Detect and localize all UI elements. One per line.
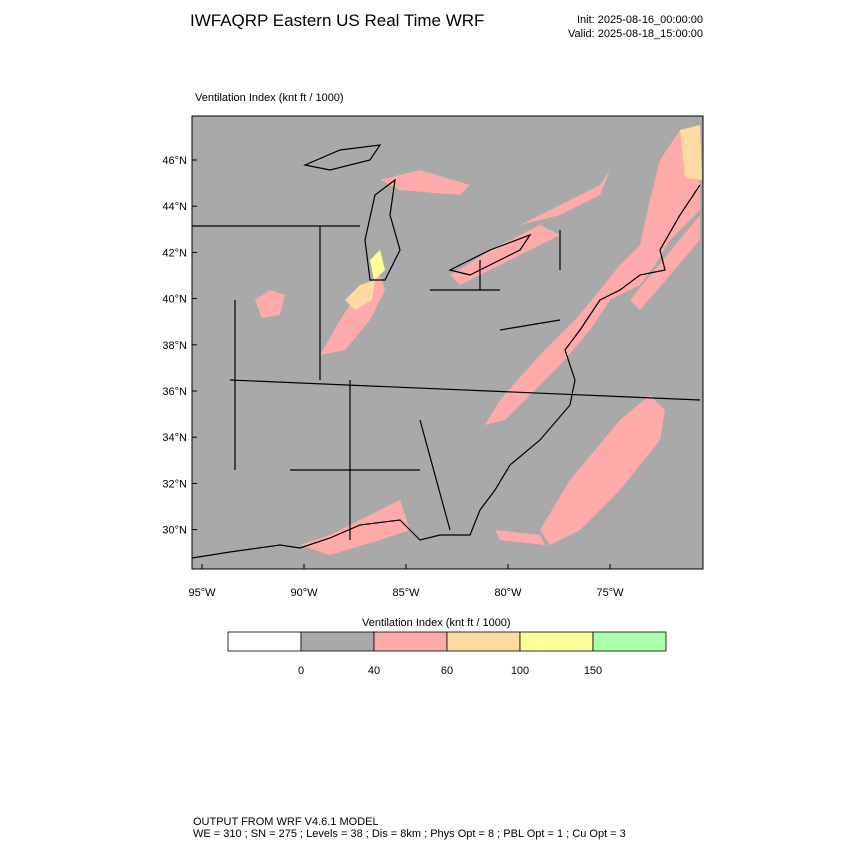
pink-area bbox=[380, 170, 470, 195]
lon-label: 80°W bbox=[494, 587, 522, 599]
lon-label: 75°W bbox=[596, 587, 624, 599]
lon-label: 85°W bbox=[392, 587, 420, 599]
pink-area bbox=[495, 530, 545, 545]
lon-label: 90°W bbox=[290, 587, 318, 599]
map-frame bbox=[191, 115, 704, 570]
valid-time: Valid: 2025-08-18_15:00:00 bbox=[568, 28, 703, 40]
colorbar-box bbox=[446, 631, 521, 652]
init-time: Init: 2025-08-16_00:00:00 bbox=[577, 14, 703, 26]
lat-label: 42°N bbox=[162, 247, 187, 259]
state-lines bbox=[192, 225, 701, 540]
lake-michigan bbox=[364, 178, 401, 281]
footer-line: OUTPUT FROM WRF V4.6.1 MODEL bbox=[193, 816, 379, 828]
pink-area bbox=[485, 130, 700, 425]
peach-area bbox=[345, 280, 375, 310]
colorbar-box bbox=[227, 631, 302, 652]
colorbar-label: 0 bbox=[298, 665, 304, 677]
pink-area bbox=[450, 225, 560, 285]
map bbox=[191, 115, 704, 570]
pink-area bbox=[520, 170, 610, 225]
boundaries bbox=[191, 144, 701, 559]
colorbar-box bbox=[373, 631, 448, 652]
lon-label: 95°W bbox=[188, 587, 216, 599]
lat-label: 30°N bbox=[162, 525, 187, 537]
title: IWFAQRP Eastern US Real Time WRF bbox=[190, 11, 484, 30]
colorbar-box bbox=[300, 631, 375, 652]
coastline bbox=[191, 184, 701, 559]
lat-label: 34°N bbox=[162, 432, 187, 444]
colorbar-box bbox=[592, 631, 667, 652]
lat-label: 44°N bbox=[162, 201, 187, 213]
pink-area bbox=[540, 395, 665, 545]
colorbar-title: Ventilation Index (knt ft / 1000) bbox=[362, 617, 511, 629]
colorbar-label: 40 bbox=[368, 665, 380, 677]
lake-superior bbox=[302, 144, 382, 171]
lake-erie bbox=[448, 233, 532, 276]
lat-label: 40°N bbox=[162, 294, 187, 306]
lat-label: 36°N bbox=[162, 386, 187, 398]
lat-label: 38°N bbox=[162, 340, 187, 352]
field-label: Ventilation Index (knt ft / 1000) bbox=[195, 92, 344, 104]
colorbar-label: 150 bbox=[584, 665, 602, 677]
colorbar-label: 100 bbox=[511, 665, 529, 677]
peach-area bbox=[680, 125, 702, 180]
lat-label: 46°N bbox=[162, 155, 187, 167]
colorbar-box bbox=[519, 631, 594, 652]
colorbar-label: 60 bbox=[441, 665, 453, 677]
pink-area bbox=[630, 215, 700, 310]
footer-line: WE = 310 ; SN = 275 ; Levels = 38 ; Dis … bbox=[193, 828, 626, 840]
yellow-areas bbox=[345, 125, 702, 310]
pink-area bbox=[255, 290, 285, 318]
yellow-area bbox=[370, 250, 385, 280]
lat-label: 32°N bbox=[162, 478, 187, 490]
